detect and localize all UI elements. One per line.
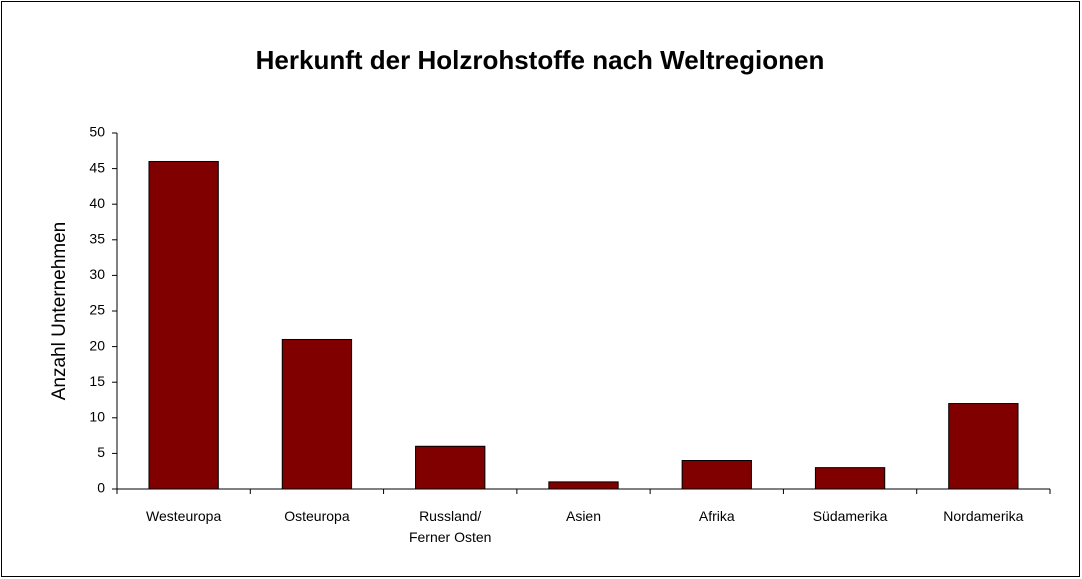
x-tick-label: Osteuropa bbox=[284, 508, 350, 524]
y-tick-label: 30 bbox=[89, 266, 105, 282]
y-axis-label: Anzahl Unternehmen bbox=[49, 222, 70, 401]
y-tick-label: 40 bbox=[89, 195, 105, 211]
y-tick-label: 5 bbox=[97, 444, 105, 460]
bar bbox=[814, 467, 886, 490]
y-tick-label: 20 bbox=[89, 337, 105, 353]
x-tick-label: Russland/ Ferner Osten bbox=[408, 508, 492, 545]
y-tick-label: 45 bbox=[89, 159, 105, 175]
y-tick-label: 50 bbox=[89, 124, 105, 140]
chart-title: Herkunft der Holzrohstoffe nach Weltregi… bbox=[256, 45, 825, 75]
bar bbox=[148, 160, 219, 490]
y-tick-label: 35 bbox=[89, 231, 105, 247]
bar bbox=[415, 445, 486, 490]
bar bbox=[281, 338, 353, 490]
x-tick-label: Afrika bbox=[698, 508, 735, 524]
x-tick-label: Asien bbox=[565, 508, 602, 524]
x-tick-label: Westeuropa bbox=[146, 508, 222, 524]
x-tick-label: Nordamerika bbox=[943, 508, 1024, 524]
y-tick-label: 10 bbox=[89, 409, 105, 425]
y-tick-label: 15 bbox=[89, 373, 105, 389]
y-tick-label: 0 bbox=[97, 480, 105, 496]
bar bbox=[681, 460, 752, 490]
x-tick-label: Südamerika bbox=[812, 508, 888, 524]
bar bbox=[948, 403, 1019, 490]
bar bbox=[548, 481, 619, 490]
y-tick-label: 25 bbox=[89, 302, 105, 318]
